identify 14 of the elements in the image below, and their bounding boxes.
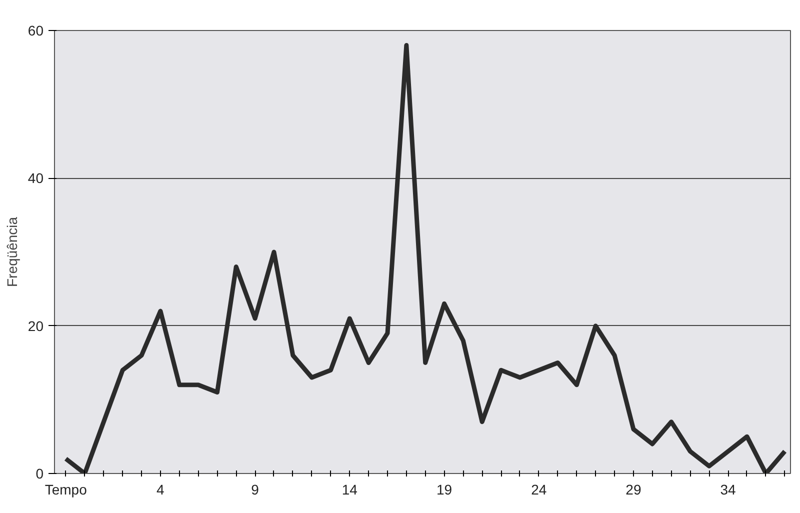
x-tick-label: 9 — [251, 482, 260, 498]
x-tick-label: 19 — [436, 482, 452, 498]
y-tick-label: 60 — [28, 22, 44, 38]
y-axis-title: Freqüência — [4, 216, 20, 288]
y-tick-label: 0 — [36, 466, 44, 482]
x-tick-label: 14 — [342, 482, 358, 498]
y-tick-label: 20 — [28, 318, 44, 334]
x-tick-label: 34 — [720, 482, 736, 498]
line-series — [64, 43, 788, 474]
y-tick-label: 40 — [28, 170, 44, 186]
x-tick-label: Tempo — [44, 482, 88, 498]
x-tick-label: 24 — [531, 482, 547, 498]
x-tick-label: 4 — [156, 482, 165, 498]
x-tick-label: 29 — [626, 482, 642, 498]
